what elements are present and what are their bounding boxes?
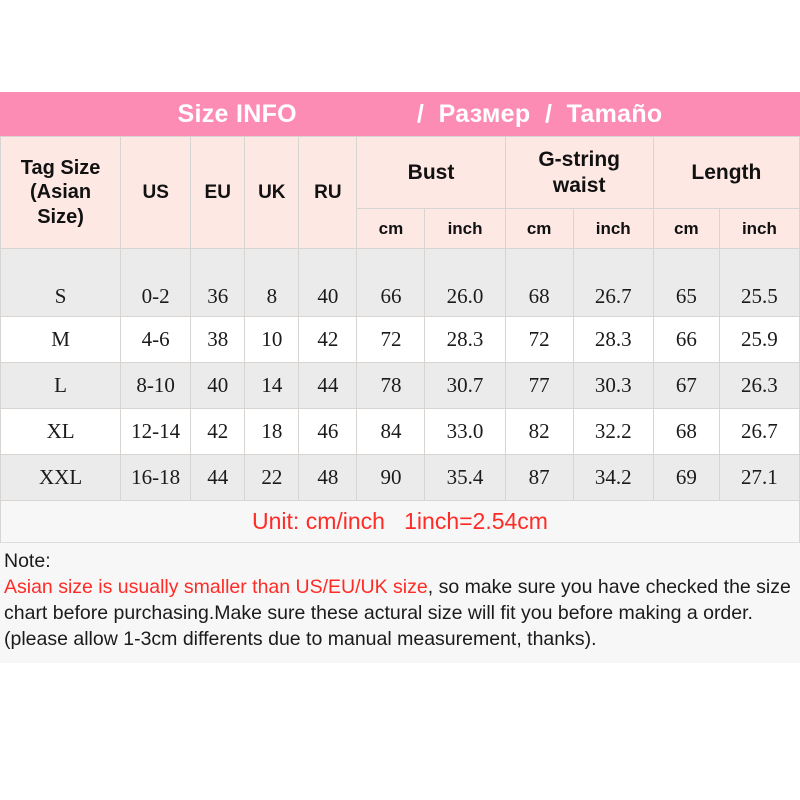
cell-size: S: [0, 248, 122, 317]
cell-length-cm: 66: [652, 316, 720, 363]
header-unit-waist-inch: inch: [572, 208, 654, 249]
table-row: XL 12-14 42 18 46 84 33.0 82 32.2 68 26.…: [0, 408, 800, 455]
cell-ru: 48: [298, 454, 358, 501]
header-unit-bust-cm: cm: [356, 208, 426, 249]
cell-us: 4-6: [120, 316, 192, 363]
cell-uk: 18: [244, 408, 300, 455]
cell-waist-inch: 32.2: [572, 408, 654, 455]
cell-waist-cm: 68: [504, 248, 574, 317]
cell-eu: 36: [190, 248, 246, 317]
cell-bust-cm: 72: [356, 316, 426, 363]
cell-eu: 42: [190, 408, 246, 455]
unit-conversion-text: Unit: cm/inch 1inch=2.54cm: [252, 508, 548, 534]
cell-us: 8-10: [120, 362, 192, 409]
cell-length-inch: 26.3: [718, 362, 800, 409]
cell-length-cm: 68: [652, 408, 720, 455]
header-region-us: US: [120, 136, 192, 249]
cell-us: 12-14: [120, 408, 192, 455]
cell-bust-cm: 66: [356, 248, 426, 317]
cell-eu: 40: [190, 362, 246, 409]
cell-length-inch: 25.9: [718, 316, 800, 363]
table-row: M 4-6 38 10 42 72 28.3 72 28.3 66 25.9: [0, 316, 800, 363]
cell-bust-cm: 84: [356, 408, 426, 455]
header-row-units: cm inch cm inch cm inch: [1, 208, 800, 249]
cell-uk: 10: [244, 316, 300, 363]
bottom-whitespace: [0, 662, 800, 768]
cell-ru: 46: [298, 408, 358, 455]
header-unit-length-inch: inch: [718, 208, 800, 249]
cell-waist-cm: 77: [504, 362, 574, 409]
header-row-groups: Tag Size (Asian Size) US EU UK RU Bust G…: [0, 136, 800, 249]
cell-size: M: [0, 316, 122, 363]
title-primary: Size INFO: [177, 99, 297, 128]
title-bar: Size INFO / Размер / Tamaño: [0, 92, 800, 136]
size-table: Tag Size (Asian Size) US EU UK RU Bust G…: [0, 136, 800, 501]
header-unit-bust-inch: inch: [424, 208, 506, 249]
header-group-bust: Bust: [356, 136, 506, 209]
unit-conversion-bar: Unit: cm/inch 1inch=2.54cm: [0, 501, 800, 543]
note-label: Note:: [4, 550, 51, 572]
cell-eu: 38: [190, 316, 246, 363]
cell-size: XXL: [0, 454, 122, 501]
cell-waist-inch: 26.7: [572, 248, 654, 317]
cell-length-cm: 67: [652, 362, 720, 409]
title-inner: Size INFO / Размер / Tamaño: [178, 100, 663, 129]
cell-bust-inch: 28.3: [424, 316, 506, 363]
header-group-gstring-waist: G-string waist: [504, 136, 654, 209]
table-row: L 8-10 40 14 44 78 30.7 77 30.3 67 26.3: [0, 362, 800, 409]
cell-length-cm: 65: [652, 248, 720, 317]
cell-ru: 44: [298, 362, 358, 409]
cell-bust-inch: 35.4: [424, 454, 506, 501]
cell-waist-cm: 82: [504, 408, 574, 455]
note-red-text: Asian size is usually smaller than US/EU…: [4, 575, 428, 598]
cell-uk: 22: [244, 454, 300, 501]
cell-length-inch: 25.5: [718, 248, 800, 317]
cell-ru: 42: [298, 316, 358, 363]
header-group-length: Length: [652, 136, 800, 209]
note-rest-text: , so make sure you have checked the size…: [4, 575, 791, 650]
cell-eu: 44: [190, 454, 246, 501]
note-block: Note: Asian size is usually smaller than…: [0, 543, 800, 663]
note-body: Asian size is usually smaller than US/EU…: [4, 575, 794, 653]
cell-length-inch: 27.1: [718, 454, 800, 501]
cell-us: 16-18: [120, 454, 192, 501]
header-unit-length-cm: cm: [652, 208, 720, 249]
cell-waist-cm: 87: [504, 454, 574, 501]
cell-length-cm: 69: [652, 454, 720, 501]
header-region-uk: UK: [244, 136, 300, 249]
cell-bust-inch: 33.0: [424, 408, 506, 455]
cell-length-inch: 26.7: [718, 408, 800, 455]
top-whitespace: [0, 0, 800, 92]
cell-us: 0-2: [120, 248, 192, 317]
cell-waist-cm: 72: [504, 316, 574, 363]
header-tag-size: Tag Size (Asian Size): [0, 136, 122, 249]
cell-bust-inch: 30.7: [424, 362, 506, 409]
cell-bust-cm: 90: [356, 454, 426, 501]
title-secondary: / Размер / Tamaño: [416, 99, 663, 128]
cell-waist-inch: 28.3: [572, 316, 654, 363]
cell-size: L: [0, 362, 122, 409]
cell-ru: 40: [298, 248, 358, 317]
header-unit-waist-cm: cm: [504, 208, 574, 249]
cell-bust-cm: 78: [356, 362, 426, 409]
table-row: XXL 16-18 44 22 48 90 35.4 87 34.2 69 27…: [0, 454, 800, 501]
header-region-ru: RU: [298, 136, 358, 249]
table-row: S 0-2 36 8 40 66 26.0 68 26.7 65 25.5: [0, 248, 800, 317]
cell-size: XL: [0, 408, 122, 455]
header-region-eu: EU: [190, 136, 246, 249]
cell-waist-inch: 30.3: [572, 362, 654, 409]
cell-uk: 8: [244, 248, 300, 317]
cell-bust-inch: 26.0: [424, 248, 506, 317]
cell-uk: 14: [244, 362, 300, 409]
cell-waist-inch: 34.2: [572, 454, 654, 501]
